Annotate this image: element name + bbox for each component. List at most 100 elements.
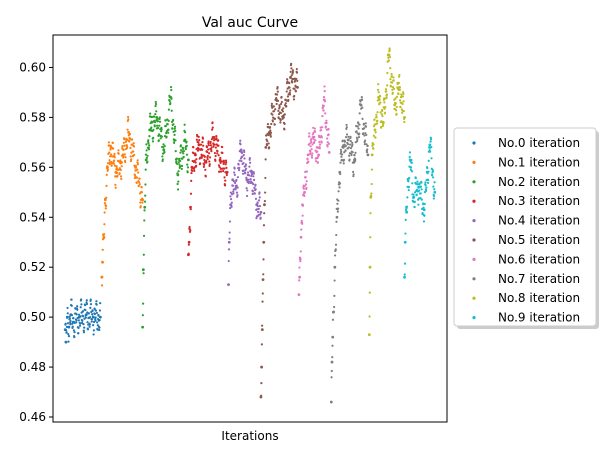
data-point	[430, 146, 433, 149]
data-point	[410, 170, 414, 173]
data-point	[230, 198, 233, 201]
data-point	[178, 165, 182, 168]
data-point	[179, 144, 182, 147]
legend-entry: No.4 iteration	[498, 214, 580, 228]
data-point	[411, 182, 414, 185]
data-point	[176, 188, 180, 191]
data-point	[163, 144, 166, 148]
data-point	[176, 182, 179, 186]
data-point	[228, 237, 231, 240]
data-point	[261, 292, 264, 295]
data-point	[365, 143, 368, 146]
data-point	[325, 121, 328, 124]
data-point	[86, 321, 89, 324]
data-point	[383, 107, 386, 110]
data-point	[234, 181, 237, 185]
data-point	[97, 314, 100, 317]
data-point	[232, 190, 235, 193]
data-point	[209, 144, 213, 147]
data-point	[272, 110, 276, 113]
data-point	[127, 118, 130, 121]
data-point	[279, 121, 282, 124]
data-point	[73, 331, 76, 334]
data-point	[299, 260, 302, 263]
data-point	[159, 137, 162, 140]
data-point	[110, 153, 113, 156]
data-point	[157, 133, 161, 136]
data-point	[404, 218, 407, 221]
data-point	[323, 90, 326, 93]
data-point	[233, 173, 236, 177]
data-point	[259, 210, 263, 214]
data-point	[291, 70, 295, 74]
data-point	[263, 199, 266, 203]
data-point	[361, 106, 364, 109]
data-point	[276, 99, 280, 102]
data-point	[331, 356, 334, 359]
data-point	[262, 240, 266, 244]
data-point	[372, 134, 375, 137]
data-point	[389, 67, 392, 70]
data-point	[312, 126, 315, 129]
data-point	[268, 146, 271, 149]
data-point	[122, 156, 125, 159]
data-point	[391, 86, 395, 89]
data-point	[283, 128, 286, 131]
data-point	[257, 210, 260, 213]
data-point	[185, 144, 188, 147]
data-point	[331, 344, 334, 347]
data-point	[236, 186, 239, 189]
data-point	[221, 151, 224, 155]
data-point	[305, 180, 308, 183]
data-point	[230, 204, 233, 207]
data-point	[255, 217, 258, 220]
data-point	[197, 135, 200, 138]
data-point	[150, 126, 153, 129]
data-point	[189, 192, 193, 195]
data-point	[104, 207, 107, 210]
data-point	[249, 178, 252, 181]
data-points	[63, 47, 437, 404]
data-point	[92, 329, 95, 332]
data-point	[298, 275, 302, 279]
data-point	[155, 110, 158, 113]
data-point	[263, 212, 266, 215]
data-point	[229, 191, 232, 194]
data-point	[82, 331, 86, 334]
data-point	[356, 138, 359, 141]
data-point	[235, 178, 238, 182]
data-point	[81, 319, 84, 322]
data-point	[94, 316, 97, 319]
data-point	[163, 150, 166, 154]
data-point	[143, 209, 146, 212]
data-point	[312, 131, 315, 134]
data-point	[253, 186, 256, 189]
data-point	[265, 134, 268, 137]
data-point	[428, 143, 432, 147]
data-point	[385, 90, 388, 93]
data-point	[238, 159, 241, 162]
data-point	[177, 161, 180, 164]
data-point	[181, 147, 185, 150]
legend-marker	[472, 141, 476, 145]
data-point	[239, 148, 243, 152]
data-point	[161, 155, 164, 158]
data-point	[333, 279, 336, 282]
data-point	[70, 304, 73, 307]
data-point	[260, 382, 263, 385]
data-point	[406, 196, 409, 199]
legend-entry: No.7 iteration	[498, 272, 580, 286]
data-point	[403, 120, 406, 124]
data-point	[136, 161, 139, 164]
data-point	[79, 306, 82, 309]
legend-box	[453, 127, 597, 327]
data-point	[207, 144, 210, 147]
data-point	[354, 158, 357, 161]
data-point	[322, 96, 326, 99]
data-point	[303, 194, 306, 198]
data-point	[130, 158, 133, 161]
data-point	[398, 86, 401, 89]
data-point	[88, 316, 92, 319]
data-point	[264, 158, 267, 161]
data-point	[314, 160, 318, 163]
